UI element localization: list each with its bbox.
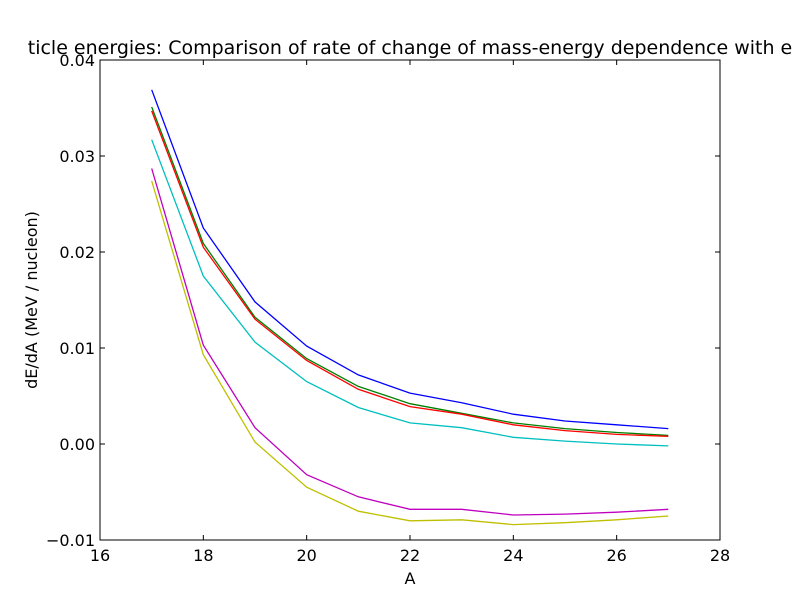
x-tick-label: 18: [193, 546, 213, 565]
chart-title: ticle energies: Comparison of rate of ch…: [28, 37, 793, 59]
y-axis-label: dE/dA (MeV / nucleon): [22, 211, 41, 389]
x-tick-label: 24: [503, 546, 523, 565]
x-axis-label: A: [405, 569, 416, 588]
y-tick-label: 0.01: [59, 339, 95, 358]
x-tick-label: 26: [606, 546, 626, 565]
x-tick-label: 22: [400, 546, 420, 565]
y-tick-label: 0.02: [59, 243, 95, 262]
series-layer: [151, 89, 669, 526]
y-tick-label: 0.00: [59, 435, 95, 454]
x-tick-label: 16: [90, 546, 110, 565]
y-tick-label: 0.03: [59, 147, 95, 166]
series-line-1: [151, 89, 669, 430]
series-line-6: [151, 180, 669, 526]
plot-area: [100, 60, 720, 540]
x-tick-label: 28: [710, 546, 730, 565]
tick-layer: 16 18 20 22 24 26 28 −0.01 0.00 0.01 0.02 0.03 0.04: [46, 51, 730, 565]
series-line-2: [151, 106, 669, 437]
x-tick-label: 20: [296, 546, 316, 565]
plot-frame: [99, 59, 721, 541]
series-line-4: [151, 139, 669, 447]
y-tick-label: 0.04: [59, 51, 95, 70]
series-line-3: [151, 110, 669, 437]
y-tick-label: −0.01: [46, 531, 95, 550]
series-line-5: [151, 168, 669, 516]
